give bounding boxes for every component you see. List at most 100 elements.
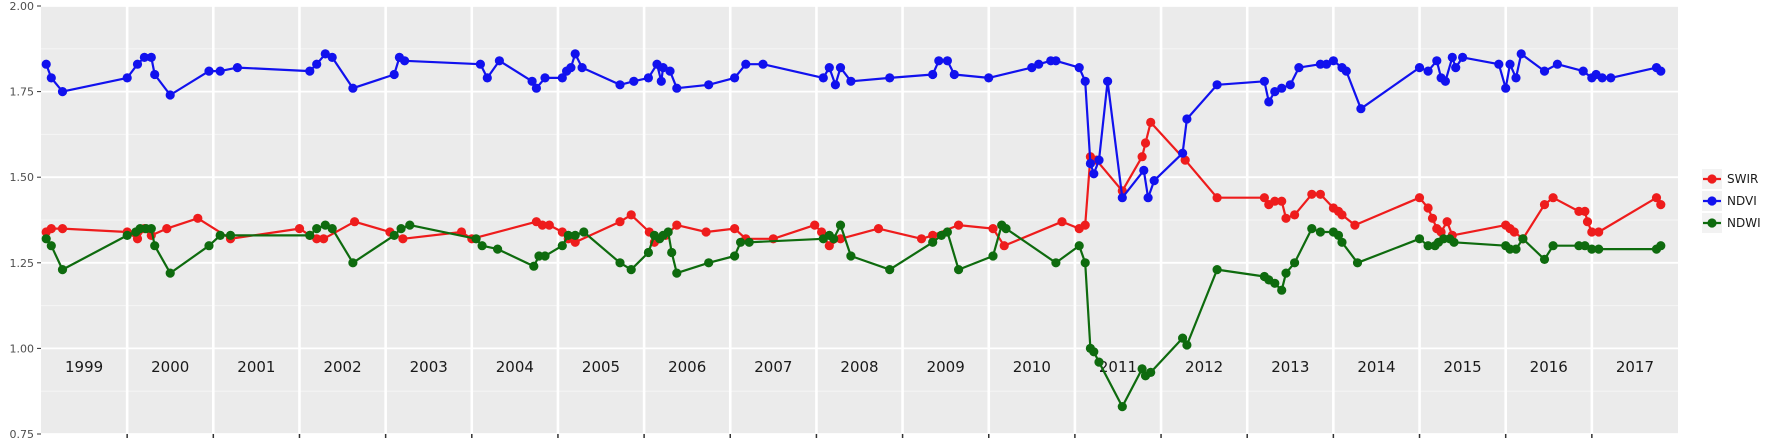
data-point-ndvi (1089, 169, 1099, 179)
data-point-ndwi (1137, 364, 1147, 374)
data-point-swir (1212, 193, 1222, 203)
data-point-ndvi (1432, 56, 1442, 66)
data-point-swir (1423, 203, 1433, 213)
data-point-ndvi (475, 59, 485, 69)
data-point-ndwi (477, 241, 487, 251)
data-point-swir (1414, 193, 1425, 203)
data-point-swir (1548, 193, 1558, 203)
data-point-ndwi (672, 268, 682, 278)
data-point-ndwi (563, 230, 573, 240)
legend-key-point (1707, 218, 1717, 228)
data-point-ndvi (1074, 63, 1084, 73)
data-point-ndwi (1080, 258, 1090, 268)
y-tick-label: 1.75 (10, 86, 35, 99)
data-point-ndwi (954, 265, 964, 275)
data-point-ndvi (758, 59, 768, 69)
data-point-ndvi (824, 63, 834, 73)
data-point-ndwi (835, 220, 846, 230)
data-point-swir (916, 234, 927, 244)
data-point-ndvi (1656, 66, 1666, 76)
data-point-swir (1057, 217, 1067, 227)
data-point-swir (350, 217, 360, 227)
data-point-ndvi (658, 63, 668, 73)
data-point-ndvi (1328, 56, 1338, 66)
data-point-swir (928, 230, 938, 240)
year-label: 2003 (410, 358, 448, 376)
data-point-ndvi (942, 56, 953, 66)
data-point-ndvi (1494, 59, 1504, 69)
data-point-swir (1656, 200, 1666, 210)
data-point-ndvi (656, 76, 666, 86)
data-point-ndvi (1356, 104, 1366, 114)
data-point-ndvi (146, 52, 156, 63)
x-axis (126, 434, 1593, 438)
data-point-ndvi (928, 69, 938, 80)
data-point-ndvi (1085, 158, 1095, 169)
data-point-ndvi (1103, 76, 1113, 86)
data-point-ndwi (1051, 258, 1061, 268)
data-point-swir (46, 224, 56, 234)
legend-label: SWIR (1727, 172, 1758, 186)
data-point-ndvi (643, 73, 654, 83)
data-point-ndwi (1146, 367, 1156, 377)
data-point-ndvi (1505, 59, 1515, 69)
y-tick-label: 1.50 (10, 171, 35, 184)
data-point-ndwi (348, 258, 358, 268)
data-point-ndwi (667, 247, 677, 258)
y-axis: 0.75 1.00 1.25 1.50 1.75 2.00 (10, 0, 41, 441)
data-point-ndwi (225, 230, 236, 240)
year-label: 2005 (582, 358, 620, 376)
legend-key-point (1707, 196, 1717, 206)
data-point-ndvi (1182, 114, 1192, 124)
data-point-swir (1080, 220, 1090, 230)
data-point-ndvi (1501, 83, 1511, 93)
data-point-swir (1270, 196, 1280, 206)
data-point-ndvi (570, 49, 580, 59)
data-point-ndwi (1281, 268, 1291, 278)
legend-label: NDWI (1727, 216, 1761, 230)
data-point-ndvi (204, 66, 214, 76)
data-point-ndwi (1333, 230, 1344, 240)
data-point-swir (824, 241, 834, 251)
data-point-ndwi (41, 234, 51, 244)
data-point-swir (1307, 189, 1317, 199)
data-point-ndvi (1117, 193, 1127, 203)
data-point-ndwi (942, 227, 953, 237)
data-point-swir (1580, 206, 1590, 216)
data-point-ndvi (1149, 176, 1159, 186)
data-point-ndwi (730, 251, 740, 261)
data-point-ndwi (1337, 237, 1347, 247)
data-point-ndwi (396, 224, 406, 234)
data-point-ndwi (579, 227, 589, 237)
data-point-ndwi (1315, 227, 1325, 237)
data-point-ndwi (1548, 241, 1558, 251)
data-point-ndwi (643, 247, 654, 258)
data-point-swir (319, 234, 329, 244)
data-point-ndvi (1143, 193, 1153, 203)
data-point-ndvi (482, 73, 492, 83)
data-point-swir (1337, 210, 1347, 220)
data-point-swir (57, 224, 68, 234)
data-point-swir (954, 220, 964, 230)
data-point-ndwi (1580, 241, 1590, 251)
data-point-ndvi (1139, 165, 1149, 175)
data-point-ndvi (704, 80, 714, 90)
data-point-ndwi (1277, 285, 1287, 295)
data-point-ndvi (312, 59, 322, 69)
data-point-ndvi (348, 83, 358, 93)
data-point-swir (835, 234, 846, 244)
data-point-ndvi (1597, 73, 1607, 83)
data-point-ndvi (818, 73, 828, 83)
data-point-ndvi (1511, 73, 1521, 83)
data-point-ndwi (146, 224, 156, 234)
data-point-ndwi (1307, 224, 1317, 234)
data-point-ndwi (1094, 357, 1104, 367)
data-point-ndvi (1423, 66, 1433, 76)
data-point-swir (1582, 217, 1593, 227)
data-point-swir (193, 213, 203, 223)
data-point-swir (999, 241, 1009, 251)
grid-minor (41, 48, 1678, 392)
data-point-ndwi (1270, 278, 1280, 288)
data-point-ndwi (626, 265, 636, 275)
data-point-ndvi (215, 66, 225, 76)
